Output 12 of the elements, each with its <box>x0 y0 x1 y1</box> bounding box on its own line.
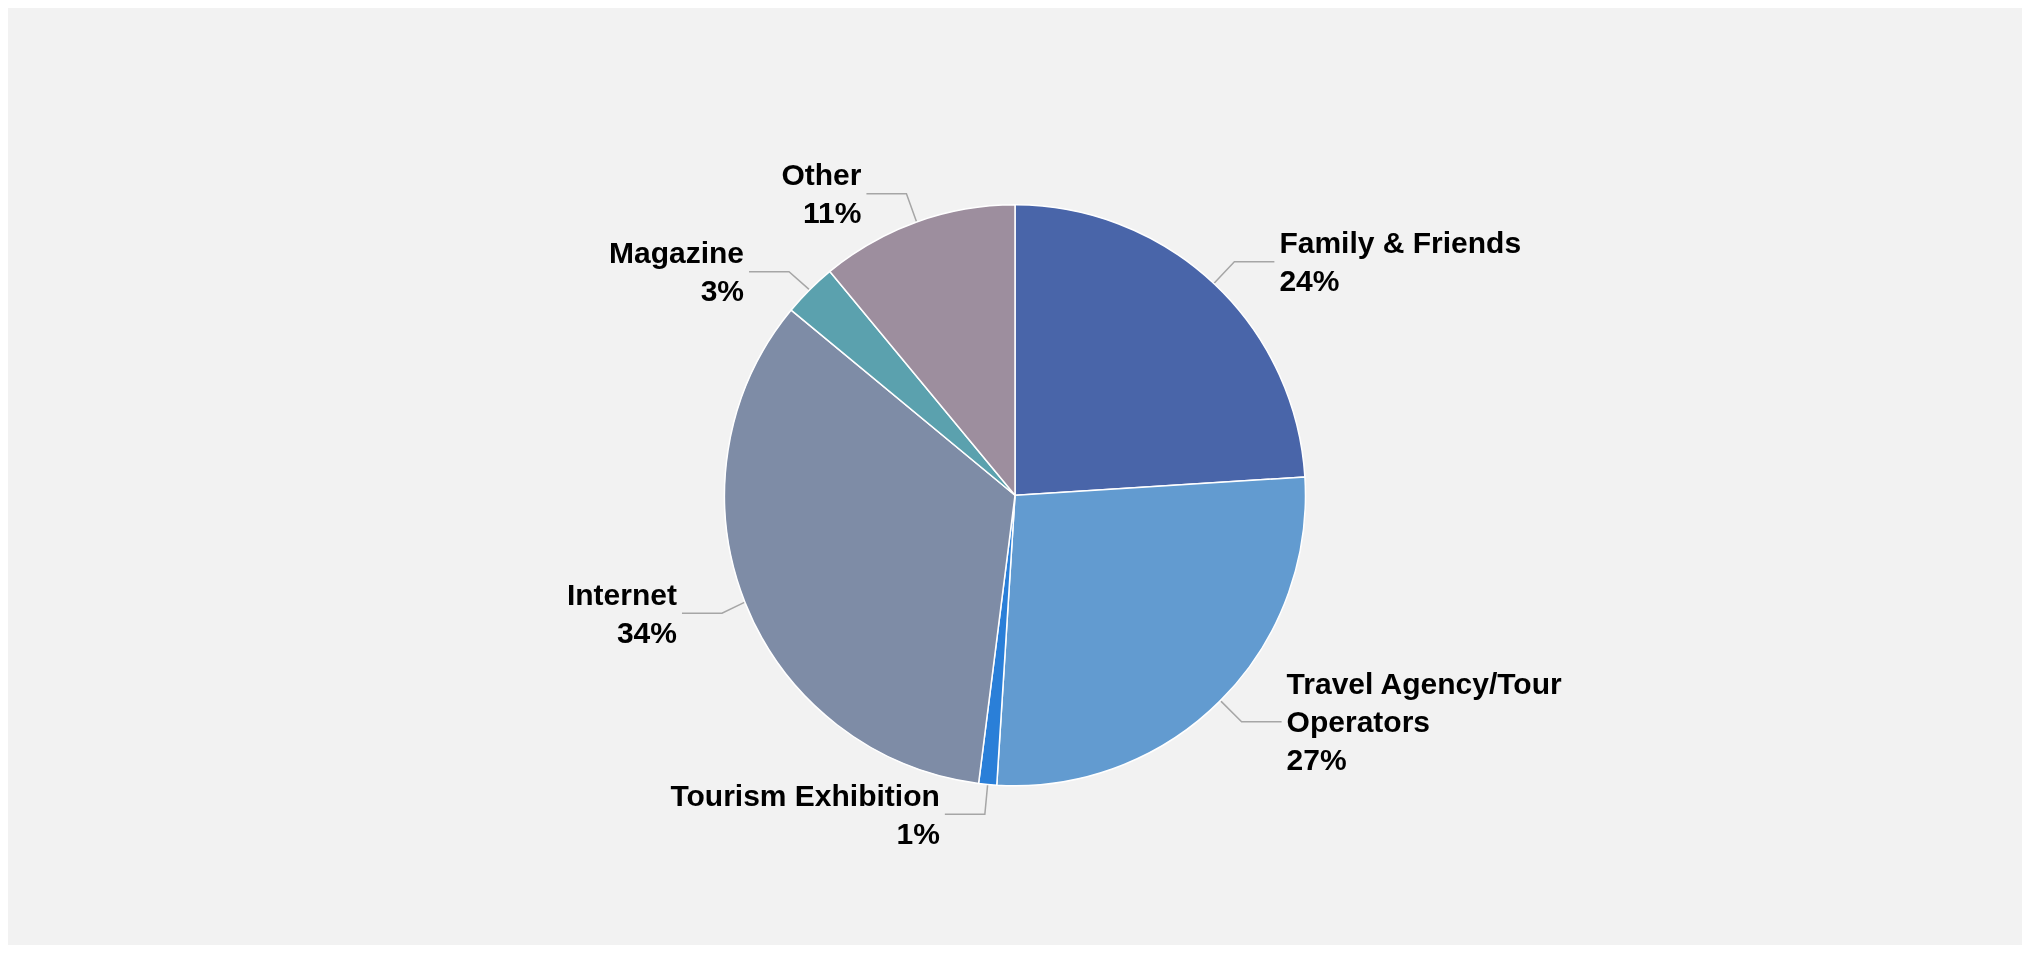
data-label: 1% <box>896 816 940 850</box>
slice-label: Family & Friends <box>1279 226 1522 260</box>
data-label: 24% <box>1279 264 1340 298</box>
slice-label: Tourism Exhibition <box>670 778 940 812</box>
slice-label: Internet <box>566 577 677 611</box>
data-label: 3% <box>700 274 745 308</box>
slice-label: Travel Agency/Tour Operators <box>1286 667 1571 739</box>
data-label: 27% <box>1286 743 1347 777</box>
slice-label: Other <box>781 158 862 192</box>
slice-label: Magazine <box>609 236 745 270</box>
data-label: 34% <box>616 615 677 649</box>
data-label: 11% <box>803 196 862 230</box>
